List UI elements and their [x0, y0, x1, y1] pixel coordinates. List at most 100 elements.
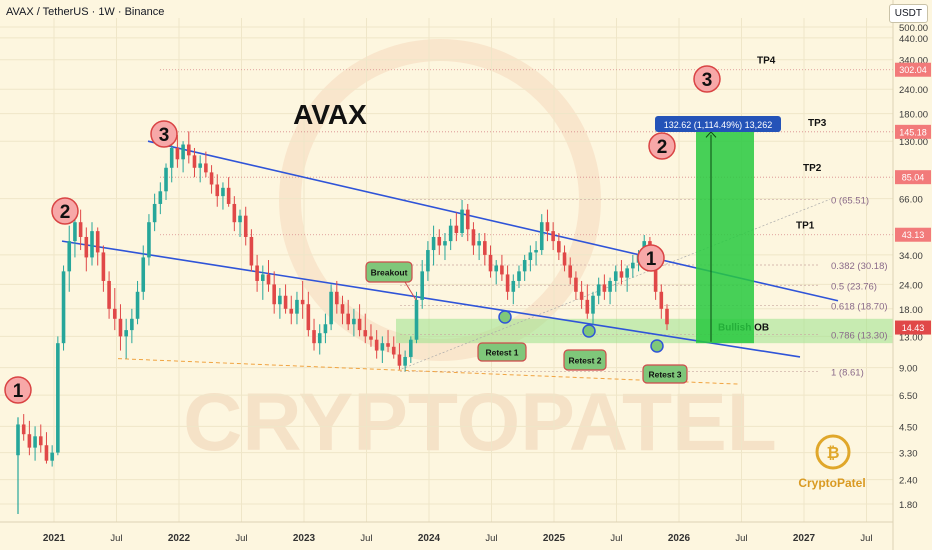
x-tick-label: Jul	[485, 533, 497, 544]
candle	[130, 308, 134, 344]
candle	[557, 233, 561, 261]
candle	[21, 414, 26, 441]
candle	[175, 134, 180, 168]
price-tag: 85.04	[895, 170, 931, 185]
bullish-ob-zone: Bullish OB	[396, 318, 893, 344]
price-tag-text: 145.18	[899, 127, 927, 137]
candle	[135, 280, 140, 325]
candle-body	[443, 241, 447, 246]
y-axis-panel	[893, 0, 932, 550]
candle	[380, 336, 385, 363]
candle-body	[374, 339, 379, 351]
wave-label: 1	[637, 244, 665, 272]
y-tick-label: 4.50	[899, 422, 918, 433]
callout-pointer	[404, 281, 417, 301]
candle	[494, 260, 499, 285]
candle	[562, 245, 567, 272]
candle-body	[346, 313, 350, 325]
candle	[426, 241, 430, 281]
candle	[608, 277, 612, 305]
candle	[50, 445, 54, 467]
candle	[329, 284, 333, 331]
y-tick-label: 34.00	[899, 251, 923, 262]
candle-body	[352, 318, 356, 325]
candle	[335, 280, 339, 314]
candle	[90, 222, 94, 266]
retest-marker	[582, 324, 596, 338]
candle-body	[130, 318, 134, 331]
callout-text: Retest 2	[568, 356, 601, 366]
candle-body	[232, 203, 237, 223]
candle-body	[38, 436, 43, 446]
callout-box	[563, 349, 607, 371]
candle	[431, 225, 436, 266]
candle-body	[289, 308, 294, 314]
target-label: TP1	[796, 221, 815, 232]
candle-body	[95, 231, 100, 253]
candle	[73, 214, 77, 258]
candle	[295, 291, 299, 325]
candle	[613, 265, 618, 292]
candle	[27, 420, 32, 456]
candle	[465, 203, 470, 242]
y-tick-label: 24.00	[899, 280, 923, 291]
candle-body	[16, 424, 20, 456]
candle-body	[534, 250, 538, 253]
price-tag-box	[895, 170, 931, 185]
candle	[534, 241, 538, 266]
y-tick-label: 440.00	[899, 34, 928, 45]
y-tick-label: 18.00	[899, 305, 923, 316]
callout-box	[642, 364, 688, 384]
measure-label: 132.62 (1,114.49%) 13,262	[664, 120, 772, 130]
candle	[118, 304, 123, 351]
fib-diagonal	[397, 198, 831, 371]
candle-body	[141, 257, 146, 292]
candle-body	[437, 236, 442, 246]
x-tick-label: 2023	[293, 533, 316, 544]
x-tick-label: 2024	[418, 533, 441, 544]
price-tag-box	[895, 62, 931, 77]
candle-body	[186, 144, 191, 156]
candle-body	[471, 229, 476, 246]
fib-label: 1 (8.61)	[831, 367, 864, 378]
candle	[517, 265, 521, 289]
candle-body	[386, 343, 390, 347]
candle	[539, 214, 544, 255]
candle	[152, 193, 157, 232]
wave-number: 2	[60, 202, 71, 223]
candle	[374, 330, 379, 359]
candle	[209, 165, 214, 194]
support-dashed-line	[117, 358, 741, 385]
candle-body	[323, 324, 328, 334]
candle-body	[78, 222, 83, 237]
candle-body	[67, 241, 72, 272]
candle	[391, 336, 396, 359]
candle	[158, 182, 163, 215]
candle-body	[317, 333, 322, 344]
wave-circle	[150, 120, 178, 148]
candle-body	[414, 299, 419, 340]
candle	[300, 280, 305, 319]
annotations: 1 2 3 1 2 3 Breakout Retest 1 Retest 2 Retest 3	[4, 65, 721, 404]
candle	[346, 299, 350, 331]
candle-body	[260, 274, 265, 281]
y-tick-label: 66.00	[899, 195, 923, 206]
wave-label: 1	[4, 376, 32, 404]
callout: Retest 2	[563, 349, 607, 371]
wave-number: 3	[159, 125, 170, 146]
candle-body	[209, 172, 214, 185]
candle	[414, 291, 419, 344]
candle	[260, 265, 265, 300]
candle-body	[460, 209, 464, 234]
candle	[306, 291, 311, 337]
currency-button[interactable]: USDT	[888, 4, 928, 23]
candle-body	[272, 284, 276, 305]
candle-body	[511, 280, 516, 292]
candle-body	[147, 222, 151, 258]
candle	[266, 260, 271, 292]
candle	[420, 260, 425, 309]
wave-circle	[637, 244, 665, 272]
candle	[186, 131, 191, 164]
